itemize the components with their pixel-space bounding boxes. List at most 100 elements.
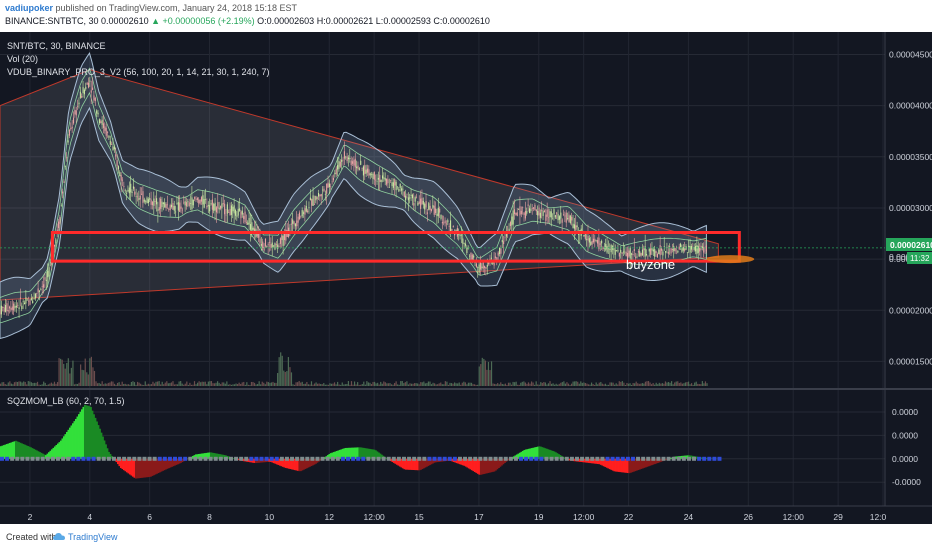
volume-bar (681, 383, 683, 386)
tradingview-link[interactable]: TradingView (68, 532, 118, 542)
squeeze-dot (71, 456, 76, 461)
volume-bar (614, 384, 616, 386)
momentum-bar (268, 458, 271, 462)
momentum-bar (290, 458, 293, 470)
squeeze-dot (132, 456, 137, 461)
candle-body (259, 238, 261, 244)
momentum-bar (5, 444, 8, 459)
volume-bar (429, 381, 431, 386)
time-tick-label: 12:00 (573, 512, 595, 522)
price-tick-label: 0.00001500 (889, 356, 932, 366)
squeeze-dot (234, 456, 239, 461)
volume-bar (430, 384, 433, 386)
momentum-bar (101, 436, 104, 459)
price-chart-svg[interactable]: buyzone 0.000045000.000040000.000035000.… (0, 32, 932, 524)
momentum-bar (313, 458, 316, 465)
momentum-bar (220, 454, 223, 459)
volume-bar (372, 381, 374, 386)
volume-bar (580, 381, 582, 386)
candle-body (111, 144, 113, 145)
momentum-bar (139, 458, 142, 479)
candle-body (293, 221, 295, 225)
momentum-bar (370, 449, 373, 459)
candle-body (686, 252, 688, 254)
momentum-bar (62, 436, 65, 459)
volume-bar (281, 355, 283, 386)
candle-body (535, 209, 537, 212)
candle-body (281, 235, 283, 240)
candle-body (682, 247, 684, 251)
squeeze-dot (25, 456, 30, 461)
momentum-bar (43, 454, 46, 459)
candle-body (21, 305, 23, 310)
candle-body (413, 203, 415, 206)
volume-bar (361, 384, 363, 386)
volume-bar (267, 382, 269, 386)
momentum-bar (125, 458, 128, 473)
candle-body (381, 175, 384, 179)
candle-body (124, 190, 126, 192)
candle-body (121, 179, 124, 181)
candle-body (365, 169, 367, 174)
candle-body (36, 292, 38, 294)
volume-bar (658, 382, 660, 386)
volume-bar (76, 383, 79, 386)
volume-bar (586, 383, 588, 386)
momentum-bar (395, 458, 398, 465)
volume-bar (221, 382, 223, 386)
candle-body (354, 158, 356, 168)
momentum-bar (307, 458, 310, 468)
volume-bar (49, 383, 51, 386)
candle-body (132, 186, 134, 189)
squeeze-dot (447, 456, 452, 461)
legend-vdub: VDUB_BINARY_PRO_3_V2 (56, 100, 20, 1, 14… (7, 67, 270, 77)
candle-body (462, 238, 464, 244)
momentum-bar (121, 458, 124, 470)
volume-bar (649, 382, 651, 386)
volume-bar (206, 384, 208, 386)
momentum-bar (91, 410, 94, 459)
candle-body (75, 110, 77, 116)
candle-body (249, 224, 252, 230)
candle-body (693, 247, 695, 250)
projection-ellipse[interactable] (706, 255, 755, 264)
volume-bar (304, 383, 306, 386)
momentum-bar (590, 458, 593, 464)
squeeze-dot (142, 456, 147, 461)
volume-bar (180, 381, 182, 386)
momentum-bar (626, 458, 629, 473)
volume-bar (306, 381, 308, 386)
momentum-bar (616, 458, 619, 472)
momentum-bar (338, 449, 341, 459)
squeeze-dot (228, 456, 233, 461)
candle-body (92, 87, 94, 91)
momentum-bar (10, 442, 13, 459)
candle-body (695, 245, 697, 252)
candle-body (533, 207, 535, 209)
volume-bar (689, 384, 691, 386)
volume-bar (490, 361, 493, 386)
author-link[interactable]: vadiupoker (5, 3, 54, 13)
chart-area[interactable]: buyzone 0.00004500 0.00004000 0.00003500 0.… (0, 32, 932, 524)
volume-bar (353, 381, 356, 386)
candle-body (488, 261, 490, 265)
momentum-bar (529, 448, 532, 459)
candle-body (166, 204, 169, 206)
momentum-bar (296, 458, 299, 471)
buyzone-rectangle[interactable] (50, 230, 741, 263)
volume-bar (315, 382, 317, 386)
momentum-bar (28, 446, 31, 459)
momentum-bar (451, 458, 454, 462)
candle-body (117, 166, 120, 170)
candle-body (195, 199, 197, 201)
candle-body (260, 244, 262, 246)
candle-body (548, 217, 550, 219)
volume-bar (263, 382, 265, 386)
candle-body (652, 249, 654, 252)
momentum-bar (256, 458, 259, 463)
volume-bar (289, 367, 291, 386)
candle-body (161, 201, 163, 207)
created-with-text: Created with (6, 532, 57, 542)
change-value: ▲ +0.00000056 (+2.19%) (151, 16, 255, 26)
volume-bar (109, 382, 111, 386)
